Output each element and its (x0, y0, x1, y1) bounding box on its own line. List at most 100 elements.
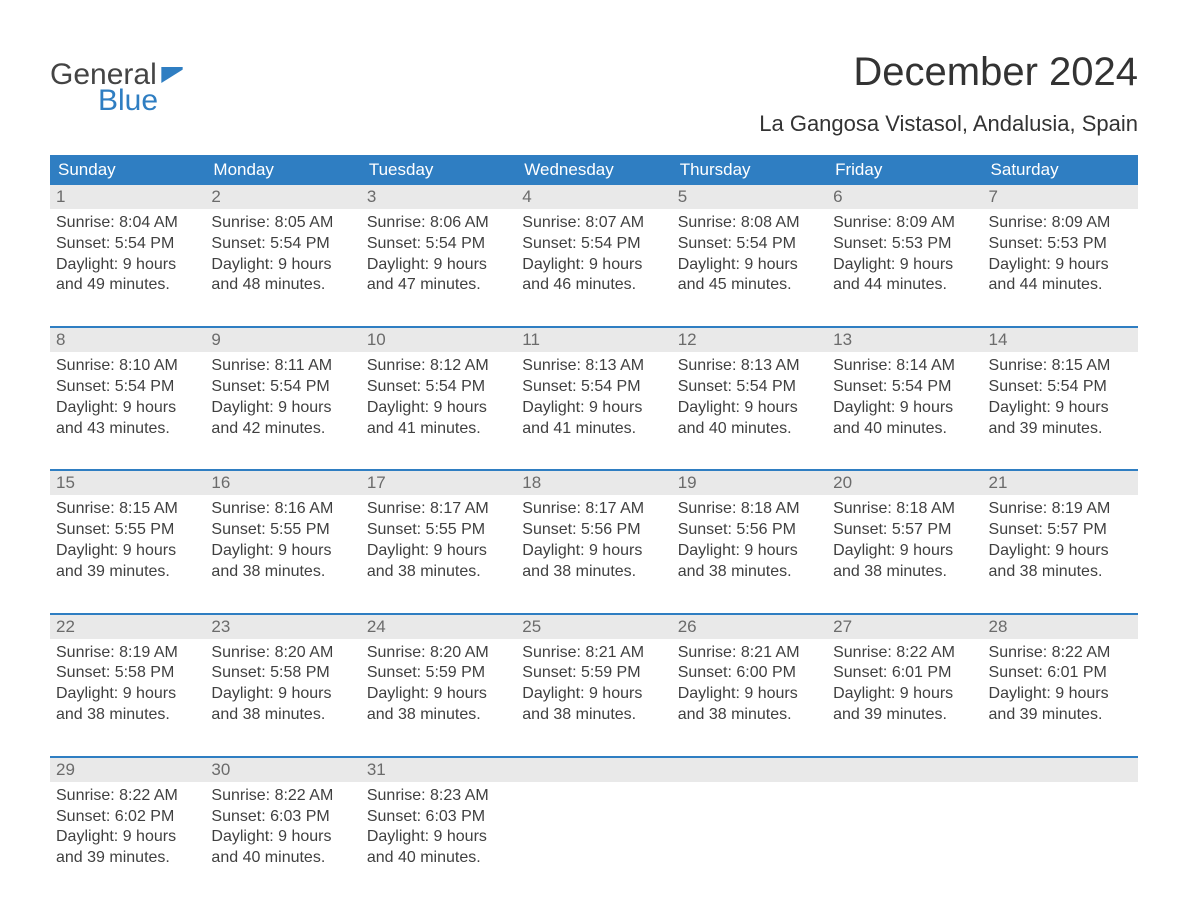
day-cell: 29Sunrise: 8:22 AMSunset: 6:02 PMDayligh… (50, 758, 205, 873)
day-body: Sunrise: 8:22 AMSunset: 6:01 PMDaylight:… (983, 639, 1138, 730)
day-body: Sunrise: 8:09 AMSunset: 5:53 PMDaylight:… (983, 209, 1138, 300)
day-number: 20 (833, 473, 852, 492)
day-number-row: 17 (361, 471, 516, 495)
day-cell: 6 Sunrise: 8:09 AMSunset: 5:53 PMDaylight… (827, 185, 982, 300)
daylight-line: Daylight: 9 hours and 40 minutes. (678, 398, 821, 440)
day-body: Sunrise: 8:17 AMSunset: 5:55 PMDaylight:… (361, 495, 516, 586)
day-number: 16 (211, 473, 230, 492)
daylight-line: Daylight: 9 hours and 45 minutes. (678, 255, 821, 297)
day-number: 18 (522, 473, 541, 492)
empty-day-cell (672, 758, 827, 873)
day-number: 12 (678, 330, 697, 349)
day-cell: 30Sunrise: 8:22 AMSunset: 6:03 PMDayligh… (205, 758, 360, 873)
day-body: Sunrise: 8:18 AMSunset: 5:57 PMDaylight:… (827, 495, 982, 586)
day-number-row: 24 (361, 615, 516, 639)
sunset-line: Sunset: 5:54 PM (367, 377, 510, 398)
daylight-line: Daylight: 9 hours and 39 minutes. (989, 684, 1132, 726)
sunset-line: Sunset: 5:58 PM (56, 663, 199, 684)
day-body: Sunrise: 8:10 AMSunset: 5:54 PMDaylight:… (50, 352, 205, 443)
sunrise-line: Sunrise: 8:13 AM (678, 356, 821, 377)
weeks-container: 1Sunrise: 8:04 AMSunset: 5:54 PMDaylight… (50, 185, 1138, 873)
day-body: Sunrise: 8:20 AMSunset: 5:58 PMDaylight:… (205, 639, 360, 730)
day-cell: 22 Sunrise: 8:19 AMSunset: 5:58 PMDayligh… (50, 615, 205, 730)
day-cell: 20 Sunrise: 8:18 AMSunset: 5:57 PMDayligh… (827, 471, 982, 586)
header-row: General Blue December 2024 La Gangosa Vi… (50, 50, 1138, 137)
day-body: Sunrise: 8:16 AMSunset: 5:55 PMDaylight:… (205, 495, 360, 586)
sunset-line: Sunset: 5:54 PM (522, 377, 665, 398)
sunrise-line: Sunrise: 8:07 AM (522, 213, 665, 234)
day-body: Sunrise: 8:14 AMSunset: 5:54 PMDaylight:… (827, 352, 982, 443)
day-body: Sunrise: 8:13 AMSunset: 5:54 PMDaylight:… (672, 352, 827, 443)
day-number: 29 (56, 760, 75, 779)
day-number-row: 22 (50, 615, 205, 639)
sunset-line: Sunset: 5:54 PM (678, 234, 821, 255)
day-number: 28 (989, 617, 1008, 636)
day-number: 26 (678, 617, 697, 636)
empty-day-cell (827, 758, 982, 873)
empty-day-number-row (672, 758, 827, 782)
day-number: 27 (833, 617, 852, 636)
sunset-line: Sunset: 5:54 PM (211, 234, 354, 255)
location-subtitle: La Gangosa Vistasol, Andalusia, Spain (759, 111, 1138, 137)
day-body: Sunrise: 8:19 AMSunset: 5:57 PMDaylight:… (983, 495, 1138, 586)
day-body: Sunrise: 8:21 AMSunset: 5:59 PMDaylight:… (516, 639, 671, 730)
daylight-line: Daylight: 9 hours and 44 minutes. (833, 255, 976, 297)
day-number: 10 (367, 330, 386, 349)
sunrise-line: Sunrise: 8:20 AM (367, 643, 510, 664)
day-number-row: 27 (827, 615, 982, 639)
day-number-row: 31 (361, 758, 516, 782)
day-cell: 12 Sunrise: 8:13 AMSunset: 5:54 PMDayligh… (672, 328, 827, 443)
sunrise-line: Sunrise: 8:21 AM (678, 643, 821, 664)
day-cell: 3Sunrise: 8:06 AMSunset: 5:54 PMDaylight… (361, 185, 516, 300)
daylight-line: Daylight: 9 hours and 38 minutes. (211, 684, 354, 726)
day-number: 22 (56, 617, 75, 636)
week-row: 15Sunrise: 8:15 AMSunset: 5:55 PMDayligh… (50, 469, 1138, 586)
day-body: Sunrise: 8:17 AMSunset: 5:56 PMDaylight:… (516, 495, 671, 586)
daylight-line: Daylight: 9 hours and 38 minutes. (211, 541, 354, 583)
day-number-row: 23 (205, 615, 360, 639)
week-row: 1Sunrise: 8:04 AMSunset: 5:54 PMDaylight… (50, 185, 1138, 300)
empty-day-number-row (516, 758, 671, 782)
day-number: 3 (367, 187, 376, 206)
sunset-line: Sunset: 5:54 PM (211, 377, 354, 398)
day-cell: 28 Sunrise: 8:22 AMSunset: 6:01 PMDayligh… (983, 615, 1138, 730)
sunrise-line: Sunrise: 8:17 AM (522, 499, 665, 520)
sunset-line: Sunset: 6:00 PM (678, 663, 821, 684)
day-number: 13 (833, 330, 852, 349)
day-cell: 13 Sunrise: 8:14 AMSunset: 5:54 PMDayligh… (827, 328, 982, 443)
day-number-row: 3 (361, 185, 516, 209)
day-header-sunday: Sunday (50, 155, 205, 185)
page-title: December 2024 (759, 50, 1138, 95)
daylight-line: Daylight: 9 hours and 46 minutes. (522, 255, 665, 297)
sunrise-line: Sunrise: 8:09 AM (833, 213, 976, 234)
day-cell: 8Sunrise: 8:10 AMSunset: 5:54 PMDaylight… (50, 328, 205, 443)
day-number: 5 (678, 187, 687, 206)
day-number-row: 10 (361, 328, 516, 352)
sunset-line: Sunset: 5:55 PM (367, 520, 510, 541)
sunset-line: Sunset: 5:55 PM (56, 520, 199, 541)
daylight-line: Daylight: 9 hours and 38 minutes. (56, 684, 199, 726)
day-header-tuesday: Tuesday (361, 155, 516, 185)
daylight-line: Daylight: 9 hours and 47 minutes. (367, 255, 510, 297)
day-number-row: 18 (516, 471, 671, 495)
daylight-line: Daylight: 9 hours and 41 minutes. (367, 398, 510, 440)
day-number-row: 19 (672, 471, 827, 495)
day-cell: 14Sunrise: 8:15 AMSunset: 5:54 PMDayligh… (983, 328, 1138, 443)
day-cell: 23Sunrise: 8:20 AMSunset: 5:58 PMDayligh… (205, 615, 360, 730)
sunrise-line: Sunrise: 8:12 AM (367, 356, 510, 377)
day-body: Sunrise: 8:07 AMSunset: 5:54 PMDaylight:… (516, 209, 671, 300)
day-cell: 26 Sunrise: 8:21 AMSunset: 6:00 PMDayligh… (672, 615, 827, 730)
sunset-line: Sunset: 5:53 PM (833, 234, 976, 255)
daylight-line: Daylight: 9 hours and 40 minutes. (367, 827, 510, 869)
day-number-row: 7 (983, 185, 1138, 209)
day-body: Sunrise: 8:15 AMSunset: 5:55 PMDaylight:… (50, 495, 205, 586)
daylight-line: Daylight: 9 hours and 40 minutes. (833, 398, 976, 440)
sunset-line: Sunset: 5:54 PM (989, 377, 1132, 398)
day-number-row: 4 (516, 185, 671, 209)
day-body: Sunrise: 8:21 AMSunset: 6:00 PMDaylight:… (672, 639, 827, 730)
day-number-row: 6 (827, 185, 982, 209)
sunrise-line: Sunrise: 8:19 AM (56, 643, 199, 664)
day-body: Sunrise: 8:18 AMSunset: 5:56 PMDaylight:… (672, 495, 827, 586)
daylight-line: Daylight: 9 hours and 38 minutes. (678, 541, 821, 583)
day-number-row: 16 (205, 471, 360, 495)
